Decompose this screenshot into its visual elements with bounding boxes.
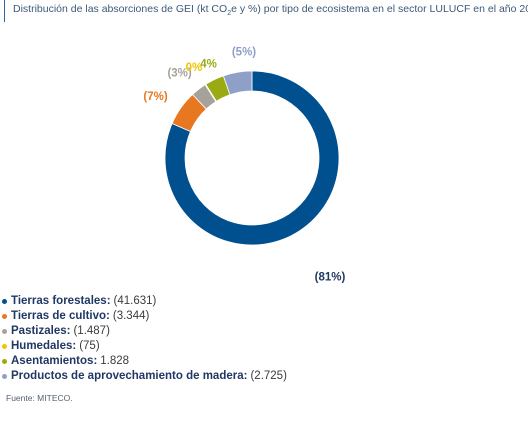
- chart-title-subscript: 2: [227, 10, 232, 18]
- legend-colon: :: [243, 370, 248, 382]
- donut-percent-labels: (81%) (7%)(3%)0%4% (5%): [143, 47, 345, 284]
- legend-value: (2.725): [250, 370, 287, 382]
- legend-value: (75): [79, 340, 100, 352]
- legend-label: Asentamientos: [11, 355, 94, 367]
- chart-title: Distribución de las absorciones de GEI (…: [4, 0, 528, 22]
- legend-item-pastizales: Pastizales: (1.487): [2, 324, 287, 339]
- donut-slice-productos-de-aprovechamiento-de-madera: [222, 70, 253, 96]
- legend-swatch: [2, 344, 7, 349]
- legend-label: Pastizales: [11, 325, 67, 337]
- legend-label: Humedales: [11, 340, 73, 352]
- donut-slice-tierras-forestales: [164, 70, 340, 246]
- legend-item-productos-madera: Productos de aprovechamiento de madera: …: [2, 369, 287, 384]
- legend-value: (3.344): [112, 310, 150, 322]
- legend-label: Tierras forestales: [11, 295, 107, 307]
- legend-item-asentamientos: Asentamientos: 1.828: [2, 354, 287, 369]
- legend-label: Tierras de cultivo: [11, 310, 107, 322]
- legend-item-tierras-de-cultivo: Tierras de cultivo: (3.344): [2, 309, 287, 324]
- legend-colon: :: [106, 310, 110, 322]
- legend-swatch: [2, 359, 7, 364]
- legend-colon: :: [106, 295, 111, 307]
- percent-label-pastizales: (3%): [167, 68, 191, 80]
- chart-title-text: Distribución de las absorciones de GEI (…: [13, 3, 228, 15]
- chart-title-text-end: e y %) por tipo de ecosistema en el sect…: [231, 3, 528, 15]
- legend-swatch: [2, 314, 7, 319]
- legend-value: (41.631): [113, 295, 157, 307]
- legend-colon: :: [72, 340, 77, 352]
- percent-label-tierras-de-cultivo: (7%): [143, 91, 167, 103]
- legend-value: 1.828: [100, 355, 130, 367]
- source-note: Fuente: MITECO.: [6, 393, 73, 403]
- legend-swatch: [2, 299, 7, 304]
- chart-legend: Tierras forestales: (41.631) Tierras de …: [2, 294, 287, 384]
- legend-colon: :: [66, 325, 71, 337]
- percent-label-humedales: 0%: [186, 62, 203, 74]
- percent-label-asentamientos: 4%: [200, 58, 217, 70]
- legend-item-humedales: Humedales: (75): [2, 339, 287, 354]
- legend-label: Productos de aprovechamiento de madera: [11, 370, 244, 382]
- legend-swatch: [2, 329, 7, 334]
- legend-colon: :: [93, 355, 98, 367]
- legend-item-tierras-forestales: Tierras forestales: (41.631): [2, 294, 287, 309]
- legend-value: (1.487): [73, 325, 110, 337]
- percent-label-tierras-forestales: (81%): [315, 272, 346, 284]
- percent-label-productos-de-aprovechamiento-de-madera: (5%): [232, 47, 256, 59]
- legend-swatch: [2, 374, 7, 379]
- donut-slices: [164, 70, 340, 246]
